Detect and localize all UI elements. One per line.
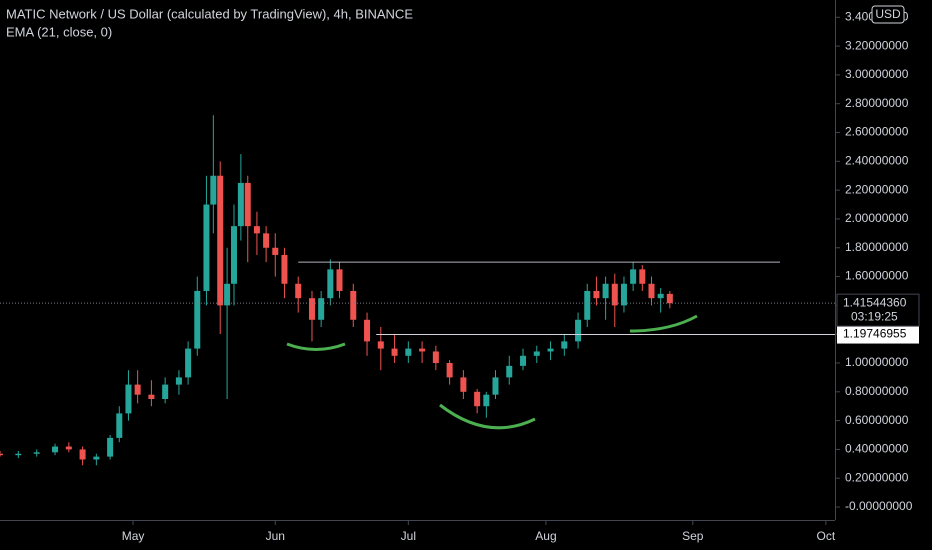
candle-body [15, 453, 22, 456]
candle-body [203, 204, 210, 291]
candle-body [520, 355, 527, 366]
indicator-label: EMA (21, close, 0) [6, 24, 112, 39]
candle-body [253, 226, 260, 234]
candle-body [391, 348, 398, 356]
y-tick-label: 3.00000000 [845, 67, 909, 81]
candle-body [611, 283, 618, 306]
x-tick-label: Jun [266, 529, 285, 543]
candle-body [237, 182, 244, 227]
candle-body [263, 233, 270, 248]
x-tick-label: Sep [682, 529, 704, 543]
candle-body [308, 298, 315, 320]
candle-body [79, 449, 86, 460]
candle-body [148, 394, 155, 400]
y-tick-label: 0.80000000 [845, 384, 909, 398]
candle-body [327, 269, 334, 299]
annotation-curve [439, 403, 536, 430]
candle-body [630, 269, 637, 284]
candle-body [244, 182, 251, 227]
candle-body [405, 348, 412, 356]
candle-body [336, 269, 343, 291]
candle-body [639, 269, 646, 284]
x-tick-label: Aug [535, 529, 556, 543]
candle-body [162, 384, 169, 400]
candle-body [460, 377, 467, 392]
candle-body [93, 456, 100, 460]
candle-body [584, 290, 591, 320]
y-tick-label: 2.20000000 [845, 182, 909, 196]
candle-body [185, 348, 192, 378]
candle-body [281, 254, 288, 284]
candle-body [533, 351, 540, 356]
candle-body [194, 290, 201, 349]
candle-body [474, 391, 481, 407]
candle-body [65, 446, 72, 450]
plot [0, 115, 835, 466]
candle-body [210, 175, 217, 205]
candle-body [593, 290, 600, 299]
currency-label: USD [875, 7, 901, 21]
candle-body [575, 319, 582, 342]
candle-body [175, 377, 182, 385]
candle-body [547, 348, 554, 352]
annotation-curve [286, 342, 346, 351]
candle-body [318, 298, 325, 320]
candle-body [272, 247, 279, 255]
y-tick-label: 1.80000000 [845, 240, 909, 254]
candle-body [295, 283, 302, 299]
last-price-box [836, 293, 920, 327]
level-label-box [837, 325, 919, 344]
candle-body [230, 226, 237, 284]
candle-body [52, 446, 59, 453]
price-axis: -0.00000000 0.20000000 0.40000000 0.6000000… [122, 5, 920, 543]
last-price-label: 1.41544360 [843, 295, 907, 309]
candle-body [107, 437, 114, 457]
candle-body [446, 362, 453, 378]
candle-body [0, 453, 3, 456]
candle-body [506, 365, 513, 378]
candle-body [561, 341, 568, 349]
chart-title: MATIC Network / US Dollar (calculated by… [6, 6, 413, 21]
currency-badge [871, 5, 905, 24]
y-tick-label: 2.00000000 [845, 211, 909, 225]
candle-body [483, 394, 490, 407]
level-label: 1.19746955 [843, 327, 907, 341]
candle-body [364, 319, 371, 342]
y-tick-label: 2.60000000 [845, 125, 909, 139]
y-tick-label: -0.00000000 [845, 499, 913, 513]
x-tick-label: Oct [816, 529, 835, 543]
y-tick-label: 3.20000000 [845, 38, 909, 52]
candle-body [432, 351, 439, 363]
candle-body [224, 283, 231, 306]
x-tick-label: May [122, 529, 145, 543]
candle-body [657, 293, 664, 299]
candle-body [377, 341, 384, 349]
candle-body [33, 452, 40, 454]
y-tick-label: 1.60000000 [845, 269, 909, 283]
candle-body [134, 384, 141, 395]
y-tick-label: 2.80000000 [845, 96, 909, 110]
candle-body [620, 283, 627, 306]
candle-body [116, 413, 123, 438]
y-tick-label: 0.20000000 [845, 470, 909, 484]
candle-body [602, 283, 609, 299]
candle-body [666, 293, 673, 304]
annotation-curve [629, 314, 698, 333]
y-tick-label: 0.60000000 [845, 413, 909, 427]
x-tick-label: Jul [401, 529, 416, 543]
y-tick-label: 2.40000000 [845, 154, 909, 168]
candle-body [419, 348, 426, 352]
y-tick-label: 0.40000000 [845, 442, 909, 456]
candle-body [492, 377, 499, 395]
candle-body [648, 283, 655, 299]
candle-body [125, 384, 132, 414]
y-tick-label: 1.00000000 [845, 355, 909, 369]
countdown-label: 03:19:25 [851, 309, 898, 323]
candle-body [217, 175, 224, 306]
candle-body [350, 290, 357, 320]
